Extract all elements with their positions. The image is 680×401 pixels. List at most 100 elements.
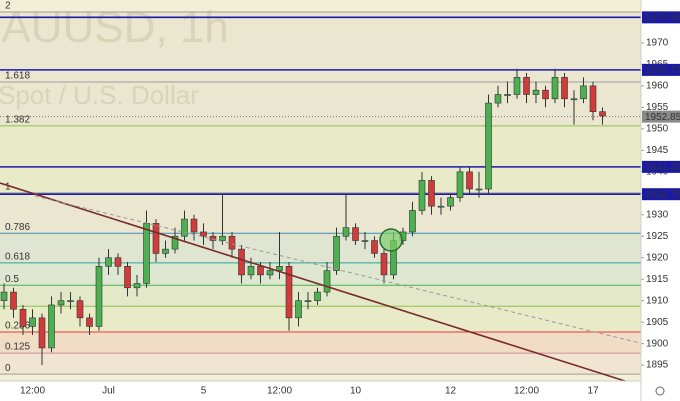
- candle-body: [238, 248, 245, 276]
- candle-body: [466, 171, 473, 190]
- fib-label: 0.236: [5, 321, 30, 332]
- fib-label: 0.125: [5, 342, 30, 353]
- fib-label: 0.786: [5, 222, 30, 233]
- price-tag: [642, 11, 680, 24]
- candle-body: [352, 227, 359, 241]
- candle-body: [285, 266, 293, 319]
- y-tick-label: 1950: [646, 124, 669, 135]
- candle-body: [143, 223, 150, 284]
- y-tick-label: 1895: [646, 360, 669, 371]
- price-tag: [642, 160, 680, 173]
- last-price-label: 1952.85: [645, 112, 680, 123]
- candle-body: [228, 235, 236, 250]
- y-tick-label: 1925: [646, 231, 669, 242]
- candle-body: [295, 300, 302, 319]
- x-tick-label: 5: [201, 386, 207, 397]
- x-tick-label: 10: [350, 386, 362, 397]
- x-tick-label: 12:00: [20, 386, 45, 397]
- candle-body: [95, 266, 103, 327]
- y-tick-label: 1915: [646, 274, 669, 285]
- candle-body: [247, 266, 255, 276]
- y-tick-label: 1900: [646, 338, 669, 349]
- candle-body: [200, 231, 207, 237]
- candle-body: [76, 300, 84, 319]
- candle-body: [447, 197, 454, 207]
- candle-body: [371, 240, 378, 254]
- candle-body: [86, 317, 93, 327]
- fib-label: 0.618: [5, 252, 30, 263]
- candle-body: [485, 102, 492, 190]
- candle-body: [124, 266, 131, 289]
- candle-body: [276, 266, 283, 271]
- time-axis: [0, 381, 641, 401]
- price-tag: [642, 188, 680, 201]
- fib-band: [0, 262, 641, 286]
- candle-body: [380, 253, 388, 276]
- y-tick-label: 1930: [646, 209, 669, 220]
- candle-body: [266, 270, 274, 276]
- candle-body: [428, 180, 435, 207]
- y-tick-label: 1960: [646, 81, 669, 92]
- candle-body: [409, 210, 416, 233]
- fib-band: [0, 233, 641, 263]
- y-tick-label: 1920: [646, 252, 669, 263]
- candle-body: [342, 227, 350, 237]
- candle-body: [10, 291, 17, 310]
- x-tick-label: 12: [445, 386, 457, 397]
- trend-line: [0, 182, 626, 382]
- watermark-description: Spot / U.S. Dollar: [0, 80, 199, 110]
- fib-label: 0: [5, 363, 11, 374]
- fib-label: 1: [5, 182, 11, 193]
- price-tag-label: 1934.79: [645, 189, 680, 200]
- candle-body: [323, 270, 331, 293]
- candle-body: [418, 180, 426, 211]
- candle-body: [219, 235, 226, 241]
- candle-body: [67, 300, 74, 302]
- x-tick-label: 12:00: [514, 386, 539, 397]
- watermark-symbol: XAUUSD, 1h: [0, 3, 229, 52]
- fib-label: 1.618: [5, 71, 30, 82]
- candle-body: [523, 77, 530, 95]
- price-tag: [642, 63, 680, 76]
- x-tick-label: 12:00: [267, 386, 292, 397]
- candle-body: [570, 98, 578, 101]
- candle-body: [38, 317, 46, 349]
- candle-body: [542, 89, 549, 100]
- candle-body: [580, 85, 587, 100]
- candle-body: [494, 94, 502, 104]
- candle-body: [456, 171, 464, 198]
- price-tag-label: 1941.15: [645, 162, 680, 173]
- candle-body: [589, 85, 597, 112]
- last-price-tag: [642, 110, 680, 123]
- candle-body: [333, 235, 340, 271]
- candle-body: [599, 111, 606, 117]
- fib-band: [0, 332, 641, 354]
- y-tick-label: 1945: [646, 145, 669, 156]
- settings-icon[interactable]: [655, 386, 665, 396]
- candle-body: [171, 235, 179, 250]
- candle-body: [513, 77, 521, 95]
- candle-body: [561, 77, 568, 100]
- candle-body: [504, 94, 511, 96]
- fib-band: [0, 353, 641, 375]
- candle-body: [105, 257, 112, 267]
- x-tick-label: Jul: [102, 386, 115, 397]
- y-tick-label: 1955: [646, 102, 669, 113]
- fib-band: [0, 125, 641, 193]
- y-tick-label: 1905: [646, 317, 669, 328]
- candle-body: [551, 77, 559, 100]
- x-tick-label: 17: [587, 386, 599, 397]
- candle-body: [114, 257, 122, 267]
- candle-body: [475, 188, 483, 191]
- marker-circle: [379, 228, 403, 252]
- candle-body: [48, 304, 55, 349]
- candle-body: [257, 266, 264, 276]
- fib-label: 0.5: [5, 274, 19, 285]
- fib-band: [0, 82, 641, 126]
- candle-body: [29, 317, 36, 327]
- candle-body: [190, 218, 198, 233]
- candle-body: [133, 283, 141, 289]
- candle-body: [181, 218, 188, 237]
- candle-body: [152, 223, 160, 254]
- trend-line-dashed: [34, 195, 641, 344]
